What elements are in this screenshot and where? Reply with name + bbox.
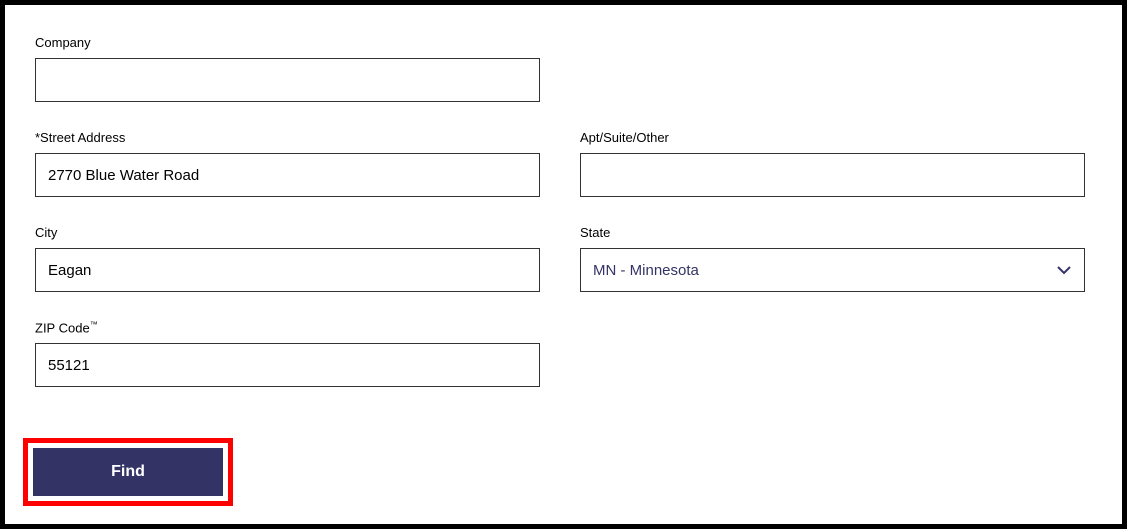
street-address-input[interactable]	[35, 153, 540, 197]
apt-suite-group: Apt/Suite/Other	[580, 130, 1085, 197]
zip-code-tm: ™	[90, 320, 98, 329]
apt-suite-label: Apt/Suite/Other	[580, 130, 1085, 145]
apt-suite-input[interactable]	[580, 153, 1085, 197]
state-select[interactable]: MN - Minnesota	[580, 248, 1085, 292]
zip-code-label-text: ZIP Code	[35, 320, 90, 335]
row-address: *Street Address Apt/Suite/Other	[35, 130, 1092, 197]
find-button-wrapper: Find	[23, 438, 233, 506]
zip-code-label: ZIP Code™	[35, 320, 540, 335]
street-address-label: *Street Address	[35, 130, 540, 145]
company-label: Company	[35, 35, 540, 50]
city-input[interactable]	[35, 248, 540, 292]
row-company: Company	[35, 35, 1092, 102]
row-zip: ZIP Code™	[35, 320, 1092, 387]
state-group: State MN - Minnesota	[580, 225, 1085, 292]
street-address-group: *Street Address	[35, 130, 540, 197]
chevron-down-icon	[1056, 262, 1072, 278]
state-label: State	[580, 225, 1085, 240]
city-label: City	[35, 225, 540, 240]
company-group: Company	[35, 35, 540, 102]
zip-code-input[interactable]	[35, 343, 540, 387]
state-selected-value: MN - Minnesota	[593, 262, 699, 279]
row-city-state: City State MN - Minnesota	[35, 225, 1092, 292]
company-input[interactable]	[35, 58, 540, 102]
city-group: City	[35, 225, 540, 292]
find-button[interactable]: Find	[33, 448, 223, 496]
zip-code-group: ZIP Code™	[35, 320, 540, 387]
form-container: Company *Street Address Apt/Suite/Other …	[0, 0, 1127, 529]
